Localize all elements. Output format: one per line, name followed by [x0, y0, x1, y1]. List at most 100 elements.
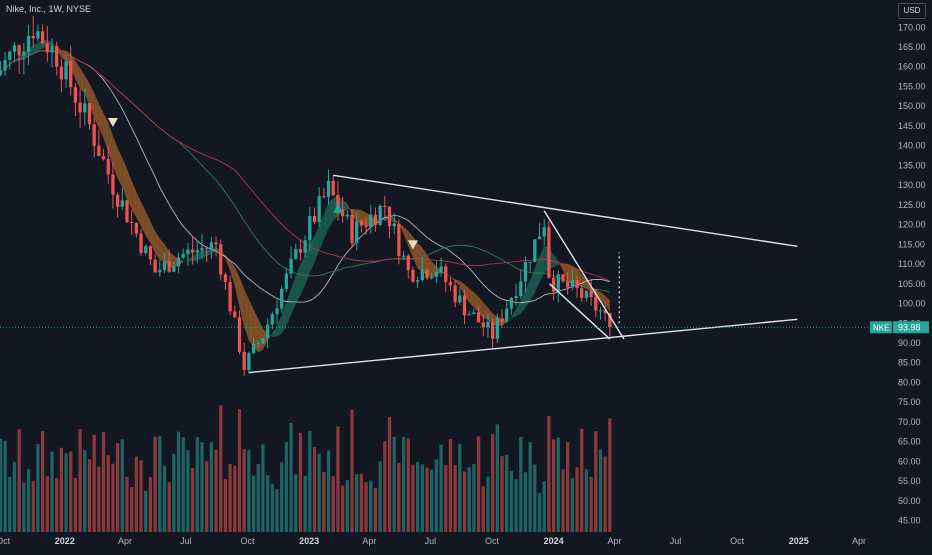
volume-bar: [350, 410, 353, 532]
candle-body: [477, 312, 480, 322]
candle-body: [64, 61, 67, 79]
x-tick-label: Apr: [118, 536, 132, 546]
candle-body: [411, 270, 414, 282]
y-tick-label: 125.00: [898, 200, 926, 210]
candle-body: [261, 338, 264, 343]
candle-body: [205, 248, 208, 249]
candle-body: [88, 103, 91, 124]
volume-bar: [318, 454, 321, 532]
volume-bar: [214, 450, 217, 532]
candle-body: [271, 314, 274, 324]
candle-body: [547, 227, 550, 278]
volume-bar: [341, 486, 344, 532]
candle-body: [280, 289, 283, 309]
volume-bar: [566, 442, 569, 532]
volume-bar: [83, 450, 86, 532]
y-tick-label: 80.00: [898, 377, 921, 387]
volume-bar: [336, 426, 339, 532]
volume-bar: [266, 475, 269, 532]
candle-body: [224, 274, 227, 281]
volume-bar: [261, 444, 264, 532]
volume-bar: [439, 445, 442, 532]
candle-body: [125, 200, 128, 222]
volume-bar: [374, 488, 377, 532]
volume-bar: [393, 437, 396, 532]
volume-bar: [64, 453, 67, 532]
volume-bar: [477, 436, 480, 532]
volume-bar: [505, 455, 508, 532]
volume-bar: [186, 450, 189, 532]
candle-body: [529, 262, 532, 263]
candle-body: [402, 256, 405, 257]
volume-bar: [491, 434, 494, 532]
volume-bar: [407, 438, 410, 532]
candle-body: [425, 269, 428, 278]
candle-body: [519, 281, 522, 296]
volume-bar: [135, 457, 138, 532]
volume-bar: [388, 417, 391, 532]
candle-body: [449, 282, 452, 285]
candle-body: [3, 60, 6, 71]
volume-bar: [608, 418, 611, 532]
candle-body: [135, 223, 138, 234]
candle-body: [439, 266, 442, 272]
volume-bar: [294, 475, 297, 532]
volume-bar: [364, 482, 367, 532]
candle-body: [421, 269, 424, 280]
candle-body: [393, 224, 396, 227]
candle-body: [83, 103, 86, 112]
candle-body: [308, 216, 311, 240]
y-tick-label: 90.00: [898, 338, 921, 348]
candle-body: [435, 272, 438, 277]
candle-body: [585, 291, 588, 298]
volume-bar: [360, 474, 363, 532]
y-tick-label: 105.00: [898, 279, 926, 289]
volume-bar: [444, 465, 447, 532]
candle-body: [444, 266, 447, 282]
volume-bar: [168, 482, 171, 532]
candle-body: [168, 261, 171, 272]
volume-bar: [257, 464, 260, 532]
candle-body: [228, 282, 231, 312]
candle-body: [238, 317, 241, 352]
volume-bar: [547, 416, 550, 532]
x-tick-label: Apr: [852, 536, 866, 546]
candle-body: [0, 70, 2, 74]
volume-bar: [355, 474, 358, 532]
candle-body: [163, 261, 166, 270]
candle-body: [266, 325, 269, 339]
candle-body: [407, 256, 410, 270]
y-tick-label: 140.00: [898, 141, 926, 151]
volume-bar: [346, 480, 349, 532]
volume-bar: [416, 462, 419, 532]
volume-bar: [144, 491, 147, 532]
candle-body: [486, 322, 489, 327]
volume-bar: [107, 455, 110, 532]
volume-bar: [32, 481, 35, 532]
volume-bar: [182, 437, 185, 532]
candle-body: [388, 207, 391, 227]
candle-body: [107, 159, 110, 174]
volume-bar: [332, 476, 335, 532]
volume-bar: [580, 429, 583, 532]
y-tick-label: 120.00: [898, 220, 926, 230]
volume-bar: [519, 437, 522, 532]
candle-body: [252, 344, 255, 353]
candle-body: [318, 196, 321, 222]
candle-body: [383, 206, 386, 207]
volume-bar: [533, 465, 536, 532]
volume-bar: [69, 451, 72, 532]
candle-body: [116, 195, 119, 207]
currency-button[interactable]: USD: [898, 3, 926, 19]
candle-body: [313, 216, 316, 222]
candle-body: [36, 31, 39, 38]
candle-body: [60, 67, 63, 80]
volume-bar: [557, 438, 560, 532]
volume-bar: [228, 464, 231, 532]
candle-body: [130, 222, 133, 223]
y-tick-label: 75.00: [898, 397, 921, 407]
volume-bar: [243, 449, 246, 532]
